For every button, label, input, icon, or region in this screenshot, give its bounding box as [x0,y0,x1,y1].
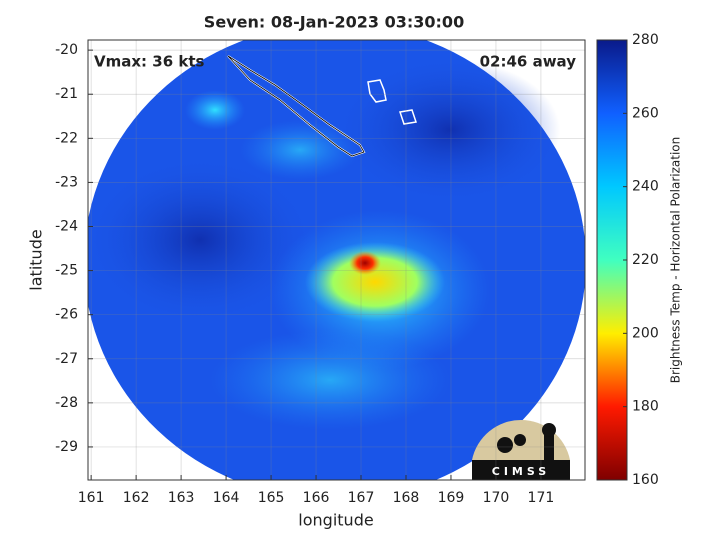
y-tick-label: -20 [55,42,78,58]
colorbar-tick-label: 220 [632,252,659,268]
y-tick-label: -26 [55,307,78,323]
colorbar-tick-label: 200 [632,325,659,341]
x-tick-label: 168 [393,490,420,506]
vmax-label: Vmax: 36 kts [94,53,204,71]
colorbar-tick-label: 160 [632,472,659,488]
colorbar-tick-label: 180 [632,399,659,415]
y-tick-label: -25 [55,263,78,279]
y-tick-label: -29 [55,439,78,455]
x-tick-label: 162 [123,490,150,506]
grid [88,40,585,480]
y-tick-label: -23 [55,174,78,190]
y-tick-label: -21 [55,86,78,102]
time-label: 02:46 away [480,53,577,71]
y-tick-label: -22 [55,130,78,146]
colorbar [596,39,628,481]
colorbar-label: Brightness Temp - Horizontal Polarizatio… [669,137,683,384]
x-tick-label: 167 [348,490,375,506]
x-tick-label: 161 [78,490,105,506]
x-tick-label: 170 [483,490,510,506]
colorbar-tick-label: 280 [632,32,659,48]
x-tick-label: 164 [213,490,240,506]
colorbar-tick-label: 240 [632,179,659,195]
y-tick-label: -24 [55,218,78,234]
y-axis-label: latitude [27,229,46,290]
chart-title: Seven: 08-Jan-2023 03:30:00 [204,13,464,32]
cimss-logo [472,419,570,480]
x-tick-label: 166 [303,490,330,506]
plot-frame [87,39,586,481]
colorbar-tick-label: 260 [632,105,659,121]
x-axis-label: longitude [298,511,373,530]
x-tick-label: 169 [438,490,465,506]
x-tick-label: 163 [168,490,195,506]
x-tick-label: 165 [258,490,285,506]
y-tick-label: -28 [55,395,78,411]
satellite-image [88,40,585,480]
x-tick-label: 171 [528,490,555,506]
y-tick-label: -27 [55,351,78,367]
logo-text: CIMSS [492,465,550,478]
